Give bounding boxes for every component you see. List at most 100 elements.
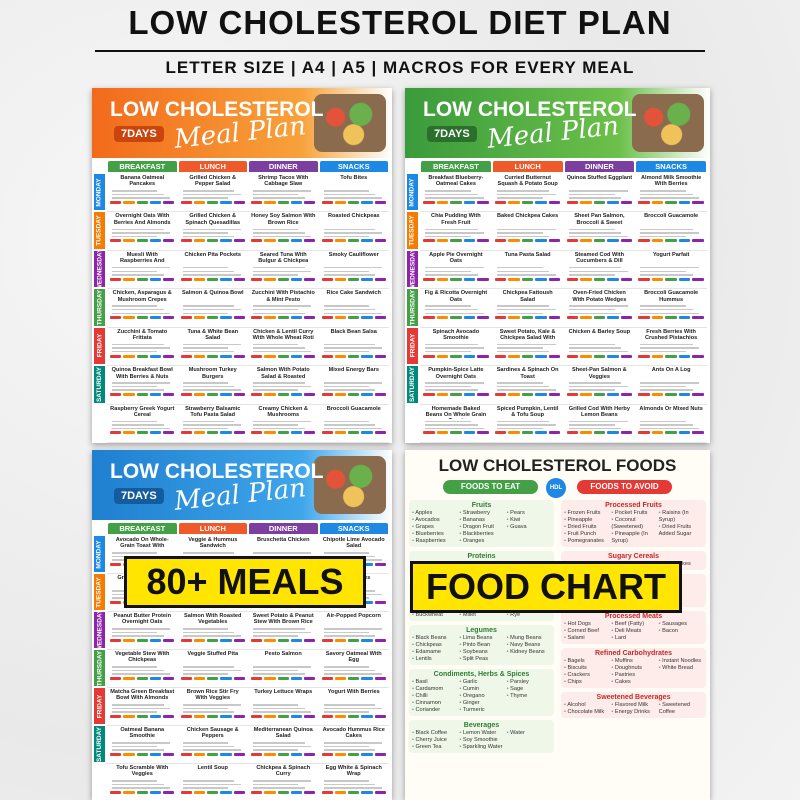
macro-pill: [193, 790, 206, 794]
meal-cell: Creamy Chicken & Mushrooms: [248, 405, 319, 443]
meal-name: Chicken & Lentil Curry With Whole Wheat …: [252, 328, 314, 342]
ingredient-line: [112, 228, 164, 230]
macro-pill: [374, 316, 386, 320]
ingredient-line: [182, 628, 228, 630]
ingredient-line: [182, 552, 235, 554]
macro-pill: [180, 752, 192, 756]
meal-name: Pumpkin-Spice Latte Overnight Oats: [428, 367, 484, 380]
macro-pill: [436, 431, 449, 435]
ingredient-line: [253, 749, 299, 751]
macro-pill: [149, 200, 162, 204]
food-section: Sweetened BeveragesAlcoholChocolate Milk…: [561, 692, 706, 718]
column-header: DINNER: [249, 161, 318, 172]
food-item: Corned Beef: [564, 628, 608, 635]
macro-pill: [334, 676, 347, 680]
ingredient-line: [496, 351, 550, 353]
macro-pill: [607, 354, 619, 358]
meal-name: Lentil Soup: [197, 765, 228, 771]
ingredient-line: [112, 232, 171, 234]
ingredient-line: [112, 389, 164, 391]
macro-pills: [423, 316, 489, 320]
food-item: Blueberries: [412, 531, 456, 538]
macro-pill: [494, 431, 507, 435]
macro-pill: [361, 752, 373, 756]
ingredient-line: [253, 190, 312, 192]
macro-pill: [233, 676, 245, 680]
ingredient-line: [182, 424, 241, 426]
ingredient-line: [425, 385, 472, 388]
macro-pill: [566, 200, 579, 204]
ingredient-line: [253, 783, 299, 786]
ingredient-line: [182, 420, 235, 423]
macro-pill: [163, 638, 175, 642]
section-title: Legumes: [466, 627, 497, 634]
ingredient-line: [323, 420, 369, 423]
macro-pill: [220, 200, 232, 204]
macro-pill: [251, 790, 263, 794]
meal-name: Fresh Berries With Crushed Pistachios: [645, 328, 698, 342]
macro-pills: [423, 393, 489, 397]
macro-pill: [290, 200, 303, 204]
macro-pill: [450, 239, 462, 243]
macro-pill: [251, 239, 263, 243]
macro-pill: [251, 676, 263, 680]
macro-pill: [180, 239, 192, 243]
food-item: White Bread: [659, 665, 703, 672]
ingredient-line: [112, 420, 158, 423]
macro-pill: [321, 638, 333, 642]
meal-name: Shrimp Tacos With Cabbage Slaw: [258, 175, 309, 188]
ingredient-line: [182, 666, 235, 668]
ingredient-line: [425, 305, 472, 307]
meal-name: Baked Chickpea Cakes: [496, 213, 559, 220]
food-photo: [632, 94, 704, 152]
ingredient-line: [323, 385, 369, 388]
food-item: Flavored Milk: [611, 702, 655, 709]
macro-pill: [651, 200, 664, 204]
macro-pill: [264, 431, 276, 435]
ingredient-line: [112, 197, 171, 199]
ingredient-line: [112, 312, 171, 315]
ingredient-line: [112, 190, 158, 192]
macro-pill: [277, 239, 289, 243]
ingredient-line: [253, 787, 305, 789]
macro-pill: [463, 200, 476, 204]
meal-name: Honey Soy Salmon With Brown Rice: [251, 213, 316, 226]
meal-name: Smoky Cauliflower: [328, 251, 379, 258]
meal-cell: Sheet Pan Salmon, Broccoli & Sweet Potat…: [563, 212, 636, 251]
meal-cell: Smoky Cauliflower: [318, 251, 389, 290]
ingredient-line: [568, 385, 628, 388]
day-label: THURSDAY: [94, 650, 105, 686]
macro-pill: [149, 790, 162, 794]
ingredient-line: [253, 343, 299, 346]
ingredient-line: [323, 190, 369, 192]
macro-pill: [477, 316, 489, 320]
macro-pill: [477, 393, 489, 397]
macro-pill: [692, 239, 704, 243]
macro-pills: [180, 200, 246, 204]
macro-pill: [566, 239, 579, 243]
macro-pill: [290, 316, 303, 320]
macro-pill: [334, 277, 347, 281]
macro-pill: [494, 393, 507, 397]
macro-pill: [374, 600, 386, 604]
ingredient-line: [568, 267, 622, 269]
macro-pill: [123, 239, 135, 243]
ingredient-line: [182, 787, 228, 789]
ingredient-line: [253, 707, 305, 710]
meal-name: Broccoli Guacamole: [326, 405, 381, 412]
food-item: Mung Beans: [507, 635, 551, 642]
macro-pill: [423, 316, 435, 320]
meal-cell: Pumpkin-Spice Latte Overnight Oats: [420, 366, 492, 405]
day-text: SATURDAY: [409, 366, 417, 402]
meal-cell: Fig & Ricotta Overnight Oats: [420, 289, 492, 328]
food-item: Sweetened Coffee: [659, 702, 703, 716]
ingredient-line: [425, 267, 485, 269]
macro-pill: [163, 200, 175, 204]
plan-title: LOW CHOLESTEROL: [110, 460, 324, 483]
meal-name: Chickpea & Spinach Curry: [256, 765, 311, 778]
macro-pill: [521, 393, 534, 397]
macro-pills: [251, 200, 316, 204]
macro-pill: [566, 431, 579, 435]
macro-pill: [110, 790, 122, 794]
macro-pill: [304, 638, 316, 642]
